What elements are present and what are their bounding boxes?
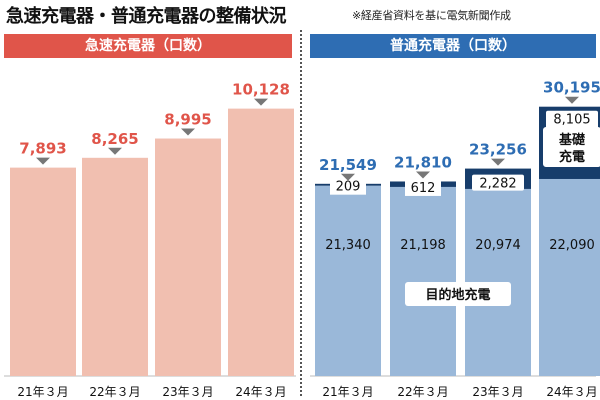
value-marker bbox=[416, 171, 430, 179]
fast-charger-header: 急速充電器（口数） bbox=[4, 34, 292, 58]
fast-bar bbox=[10, 167, 76, 376]
value-marker bbox=[565, 96, 579, 104]
fast-bar bbox=[82, 157, 148, 376]
x-tick-label: 23年３月 bbox=[162, 385, 213, 399]
fast-value-label: 10,128 bbox=[232, 81, 290, 99]
fast-bar bbox=[228, 108, 294, 377]
basic-value-label: 2,282 bbox=[479, 177, 516, 192]
basic-value-label: 612 bbox=[411, 181, 436, 196]
destination-charging-bar bbox=[539, 178, 600, 376]
total-value-label: 21,549 bbox=[319, 156, 377, 174]
x-tick-label: 22年３月 bbox=[397, 385, 448, 399]
destination-charging-bar bbox=[315, 185, 381, 376]
label-backing bbox=[472, 174, 524, 191]
fast-value-label: 8,995 bbox=[164, 111, 211, 129]
basic-value-label: 209 bbox=[336, 180, 361, 195]
x-tick-label: 22年３月 bbox=[89, 385, 140, 399]
value-marker bbox=[36, 157, 50, 165]
panel-divider bbox=[300, 30, 302, 396]
value-marker bbox=[181, 128, 195, 136]
total-value-label: 21,810 bbox=[394, 153, 452, 171]
fast-value-label: 7,893 bbox=[19, 140, 66, 158]
destination-value-label: 20,974 bbox=[475, 238, 521, 253]
basic-charging-legend: 充電 bbox=[559, 149, 585, 165]
fast-bar bbox=[155, 138, 221, 376]
x-tick-label: 23年３月 bbox=[472, 385, 523, 399]
x-tick-label: 24年３月 bbox=[546, 385, 597, 399]
source-note: ※経産省資料を基に電気新聞作成 bbox=[352, 9, 511, 22]
legend-box bbox=[543, 127, 600, 167]
label-backing bbox=[405, 179, 441, 196]
total-value-label: 23,256 bbox=[469, 141, 527, 159]
destination-charging-legend: 目的地充電 bbox=[425, 287, 490, 303]
value-marker bbox=[341, 173, 355, 181]
value-marker bbox=[491, 158, 505, 166]
standard-charger-header: 普通充電器（口数） bbox=[310, 34, 596, 58]
value-marker bbox=[108, 147, 122, 155]
destination-value-label: 21,340 bbox=[325, 238, 371, 253]
destination-value-label: 22,090 bbox=[549, 238, 595, 253]
value-marker bbox=[254, 98, 268, 106]
x-tick-label: 21年３月 bbox=[322, 385, 373, 399]
page-title: 急速充電器・普通充電器の整備状況 bbox=[6, 6, 287, 27]
destination-value-label: 21,198 bbox=[400, 238, 446, 253]
legend-box bbox=[405, 282, 511, 306]
label-backing bbox=[546, 110, 598, 129]
x-tick-label: 24年３月 bbox=[235, 385, 286, 399]
total-value-label: 30,195 bbox=[543, 79, 600, 97]
fast-value-label: 8,265 bbox=[91, 130, 138, 148]
label-backing bbox=[330, 178, 366, 195]
basic-value-label: 8,105 bbox=[553, 113, 590, 128]
basic-charging-legend: 基礎 bbox=[558, 132, 586, 148]
destination-charging-bar bbox=[390, 186, 456, 376]
x-tick-label: 21年３月 bbox=[17, 385, 68, 399]
